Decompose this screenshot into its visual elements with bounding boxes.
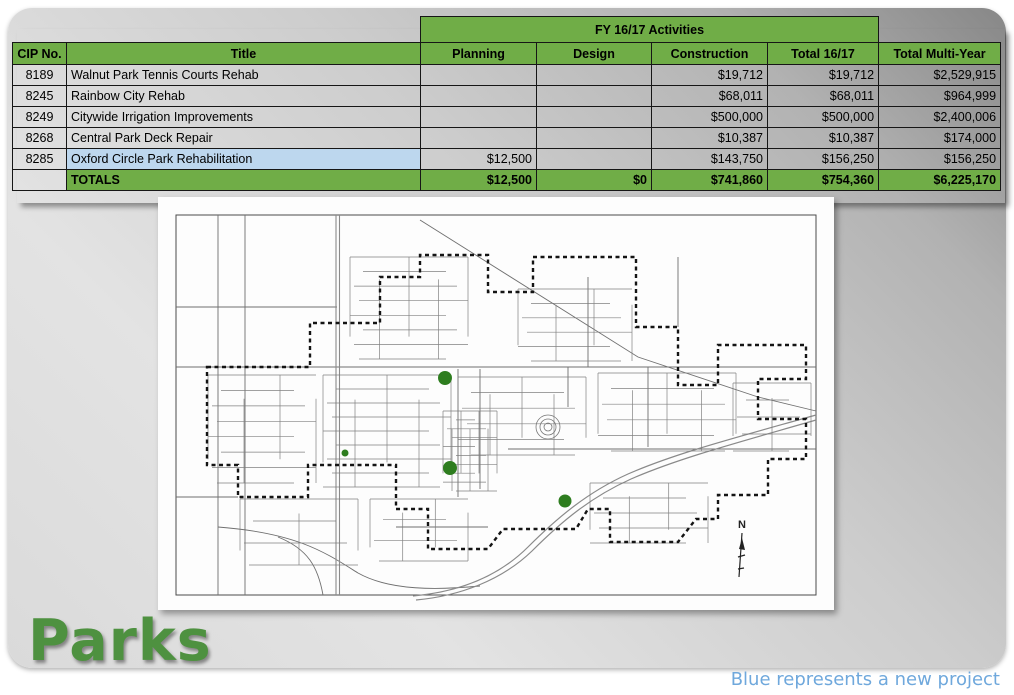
new-project-note: Blue represents a new project (730, 669, 1000, 690)
map-border (175, 214, 817, 596)
map-roundabout (535, 414, 561, 440)
cell-title: Rainbow City Rehab (66, 85, 421, 107)
park-marker (438, 371, 452, 385)
park-marker (341, 449, 349, 457)
cell-design (536, 64, 652, 86)
cell-title: Walnut Park Tennis Courts Rehab (66, 64, 421, 86)
city-map: N (158, 197, 834, 610)
cell-design (536, 85, 652, 107)
park-marker (558, 494, 572, 508)
slide-background: FY 16/17 Activities CIP No. Title Planni… (8, 8, 1006, 674)
cell-cip-no: 8285 (12, 148, 67, 170)
fy-header-row: FY 16/17 Activities (13, 16, 1001, 43)
table-row: 8245 Rainbow City Rehab $68,011 $68,011 $964… (12, 85, 1002, 107)
cell-total-multiyear: $2,529,915 (878, 64, 1002, 86)
totals-total-1617: $754,360 (766, 169, 880, 191)
col-header-construction: Construction (651, 42, 768, 65)
cell-total-1617: $156,250 (766, 148, 880, 170)
cell-total-multiyear: $2,400,006 (878, 106, 1002, 128)
cell-cip-no: 8245 (12, 85, 67, 107)
cell-construction: $500,000 (651, 106, 768, 128)
cell-planning (420, 64, 537, 86)
fy-activities-header: FY 16/17 Activities (419, 16, 880, 43)
fy-spacer (13, 17, 67, 43)
park-marker (443, 461, 457, 475)
north-compass-icon: N (737, 519, 746, 578)
cell-construction: $68,011 (651, 85, 768, 107)
totals-multiyear: $6,225,170 (878, 169, 1002, 191)
city-map-drawing: N (175, 214, 817, 601)
totals-label: TOTALS (66, 169, 421, 191)
cell-total-1617: $68,011 (766, 85, 880, 107)
cell-total-multiyear: $174,000 (878, 127, 1002, 149)
cell-cip-no: 8189 (12, 64, 67, 86)
cell-total-1617: $500,000 (766, 106, 880, 128)
fy-spacer (879, 17, 1001, 43)
cell-title: Oxford Circle Park Rehabilitation (66, 148, 421, 170)
col-header-title: Title (66, 42, 421, 65)
cell-cip-no: 8268 (12, 127, 67, 149)
park-markers (341, 371, 572, 508)
cell-total-1617: $10,387 (766, 127, 880, 149)
cell-total-multiyear: $964,999 (878, 85, 1002, 107)
map-street-grid (207, 256, 812, 566)
compass-n-label: N (738, 519, 746, 531)
cell-cip-no (12, 169, 67, 191)
cell-construction: $143,750 (651, 148, 768, 170)
table-row: 8249 Citywide Irrigation Improvements $500… (12, 106, 1002, 128)
cell-design (536, 106, 652, 128)
cell-planning (420, 106, 537, 128)
totals-construction: $741,860 (651, 169, 768, 191)
col-header-multiyear: Total Multi-Year (878, 42, 1002, 65)
cell-title: Citywide Irrigation Improvements (66, 106, 421, 128)
totals-row: TOTALS $12,500 $0 $741,860 $754,360 $6,225,17… (12, 169, 1002, 191)
page-title: Parks (28, 608, 212, 674)
cell-construction: $10,387 (651, 127, 768, 149)
col-header-cip: CIP No. (12, 42, 67, 65)
table-row: 8268 Central Park Deck Repair $10,387 $10,3… (12, 127, 1002, 149)
fy-spacer (67, 17, 421, 43)
cell-design (536, 148, 652, 170)
cell-title: Central Park Deck Repair (66, 127, 421, 149)
col-header-planning: Planning (420, 42, 537, 65)
col-header-total: Total 16/17 (766, 42, 880, 65)
totals-planning: $12,500 (420, 169, 537, 191)
col-header-design: Design (536, 42, 652, 65)
cell-planning (420, 127, 537, 149)
cell-cip-no: 8249 (12, 106, 67, 128)
table-row: 8285 Oxford Circle Park Rehabilitation $12… (12, 148, 1002, 170)
cell-design (536, 127, 652, 149)
column-header-row: CIP No. Title Planning Design Constructi… (12, 42, 1002, 65)
table-row: 8189 Walnut Park Tennis Courts Rehab $19,7… (12, 64, 1002, 86)
map-railroad (335, 215, 341, 595)
cip-table: FY 16/17 Activities CIP No. Title Planni… (12, 16, 1002, 191)
map-highway (412, 414, 817, 601)
totals-design: $0 (536, 169, 652, 191)
cell-planning: $12,500 (420, 148, 537, 170)
cell-construction: $19,712 (651, 64, 768, 86)
cell-total-1617: $19,712 (766, 64, 880, 86)
city-boundary-line (205, 253, 808, 551)
cell-total-multiyear: $156,250 (878, 148, 1002, 170)
cell-planning (420, 85, 537, 107)
